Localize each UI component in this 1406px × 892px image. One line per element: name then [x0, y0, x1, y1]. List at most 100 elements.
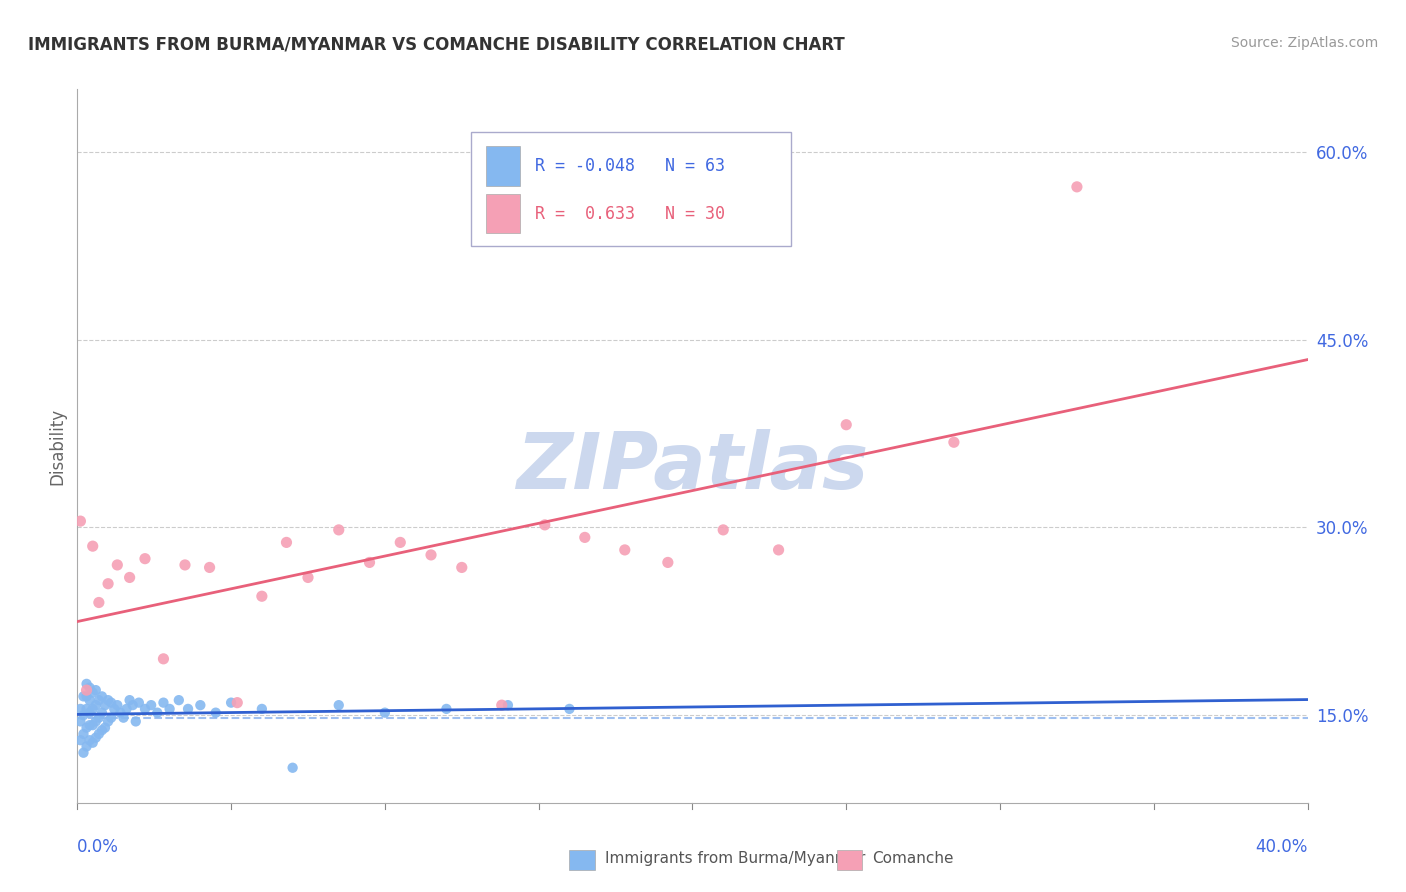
Point	[79, 681, 101, 695]
Point	[146, 706, 169, 720]
FancyBboxPatch shape	[486, 194, 520, 234]
Point	[198, 560, 221, 574]
Point	[152, 696, 174, 710]
Text: R = -0.048   N = 63: R = -0.048 N = 63	[536, 157, 725, 175]
Point	[121, 698, 143, 713]
Point	[110, 706, 132, 720]
Point	[69, 702, 91, 716]
Point	[84, 714, 107, 729]
Point	[134, 551, 156, 566]
Point	[97, 576, 120, 591]
Point	[134, 702, 156, 716]
Point	[79, 693, 101, 707]
FancyBboxPatch shape	[471, 132, 792, 246]
Text: ZIPatlas: ZIPatlas	[516, 429, 869, 506]
Point	[87, 727, 110, 741]
Point	[118, 693, 141, 707]
Point	[657, 556, 679, 570]
Point	[152, 652, 174, 666]
Point	[574, 530, 596, 544]
Point	[72, 727, 94, 741]
Point	[90, 690, 114, 704]
Point	[141, 698, 163, 713]
Point	[72, 746, 94, 760]
Point	[174, 558, 197, 572]
Point	[491, 698, 513, 713]
Point	[436, 702, 458, 716]
Point	[100, 696, 122, 710]
Point	[79, 706, 101, 720]
Point	[72, 690, 94, 704]
Point	[84, 731, 107, 745]
Point	[159, 702, 181, 716]
Point	[82, 539, 104, 553]
Point	[374, 706, 396, 720]
Text: R =  0.633   N = 30: R = 0.633 N = 30	[536, 205, 725, 223]
Point	[76, 683, 98, 698]
Point	[87, 711, 110, 725]
Point	[534, 517, 557, 532]
Point	[90, 723, 114, 738]
Point	[250, 702, 273, 716]
Point	[167, 693, 190, 707]
Point	[76, 739, 98, 754]
Point	[118, 570, 141, 584]
Point	[69, 514, 91, 528]
Point	[1066, 179, 1088, 194]
Point	[79, 718, 101, 732]
Point	[496, 698, 519, 713]
Point	[711, 523, 734, 537]
Point	[105, 558, 128, 572]
Point	[328, 523, 350, 537]
Point	[97, 693, 120, 707]
Point	[82, 685, 104, 699]
Text: Immigrants from Burma/Myanmar: Immigrants from Burma/Myanmar	[605, 851, 865, 865]
Point	[90, 706, 114, 720]
Point	[82, 702, 104, 716]
Point	[219, 696, 242, 710]
Text: Comanche: Comanche	[872, 851, 953, 865]
Point	[942, 435, 965, 450]
Point	[69, 733, 91, 747]
Point	[84, 683, 107, 698]
Text: 0.0%: 0.0%	[77, 838, 120, 855]
Point	[69, 714, 91, 729]
Point	[613, 542, 636, 557]
Point	[76, 690, 98, 704]
Point	[82, 718, 104, 732]
Text: Source: ZipAtlas.com: Source: ZipAtlas.com	[1230, 36, 1378, 50]
Point	[112, 711, 135, 725]
Point	[76, 721, 98, 735]
Point	[359, 556, 381, 570]
Point	[125, 714, 148, 729]
Point	[450, 560, 472, 574]
Point	[558, 702, 581, 716]
Point	[188, 698, 212, 713]
FancyBboxPatch shape	[486, 146, 520, 186]
Point	[768, 542, 790, 557]
Point	[87, 595, 110, 609]
Point	[281, 761, 304, 775]
Point	[204, 706, 226, 720]
Y-axis label: Disability: Disability	[48, 408, 66, 484]
Point	[82, 736, 104, 750]
Point	[115, 702, 138, 716]
Point	[177, 702, 200, 716]
Point	[103, 702, 125, 716]
Point	[128, 696, 150, 710]
Point	[226, 696, 249, 710]
Point	[328, 698, 350, 713]
Point	[389, 535, 412, 549]
Point	[76, 702, 98, 716]
Point	[105, 698, 128, 713]
Point	[76, 677, 98, 691]
Point	[276, 535, 298, 549]
Point	[420, 548, 443, 562]
Point	[87, 693, 110, 707]
Point	[250, 589, 273, 603]
Point	[94, 721, 117, 735]
Text: 40.0%: 40.0%	[1256, 838, 1308, 855]
Point	[97, 714, 120, 729]
Point	[835, 417, 858, 432]
Point	[100, 711, 122, 725]
